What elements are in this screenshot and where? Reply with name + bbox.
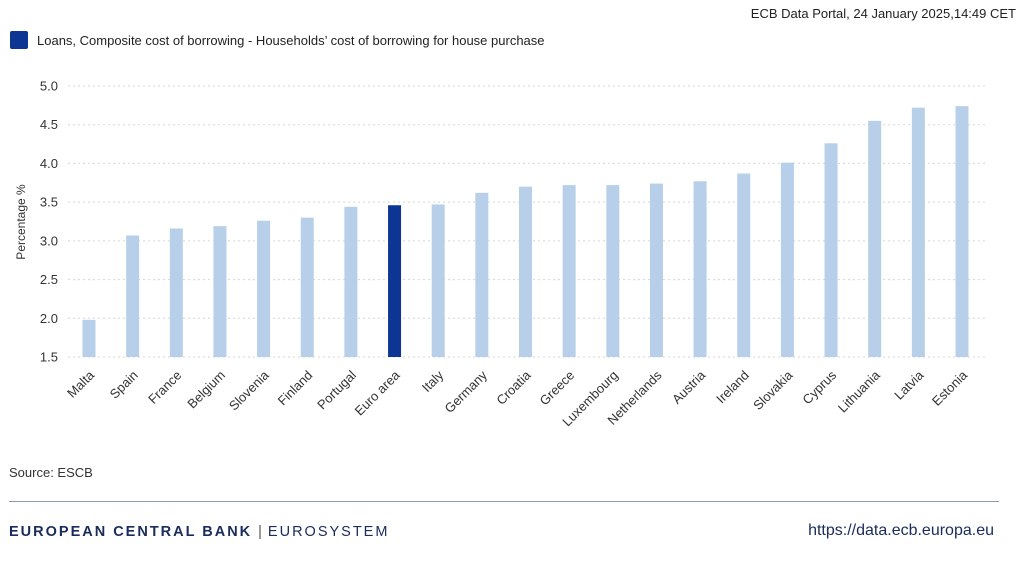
chart-legend[interactable]: Loans, Composite cost of borrowing - Hou… <box>10 31 545 49</box>
x-tick-label: Euro area <box>352 367 404 419</box>
bar-chart: 1.5 2.0 2.5 3.0 3.5 4.0 4.5 5.0 Malta Spain Franc… <box>14 79 985 429</box>
bar-ireland[interactable] <box>737 173 751 357</box>
x-tick-label: Croatia <box>493 367 534 408</box>
x-tick-label: Italy <box>419 367 447 395</box>
bars <box>82 106 969 358</box>
bar-austria[interactable] <box>693 181 707 357</box>
bar-slovenia[interactable] <box>257 220 271 357</box>
x-tick-label: Malta <box>64 367 98 401</box>
bar-slovakia[interactable] <box>780 162 794 357</box>
x-tick-label: Cyprus <box>799 367 839 407</box>
bar-euro-area[interactable] <box>388 205 402 357</box>
y-tick-label: 3.0 <box>40 233 58 248</box>
bar-belgium[interactable] <box>213 226 227 357</box>
y-tick-label: 3.5 <box>40 195 58 210</box>
org-separator: | <box>258 524 262 540</box>
org-system: EUROSYSTEM <box>267 524 390 540</box>
bar-latvia[interactable] <box>911 107 925 358</box>
legend-label: Loans, Composite cost of borrowing - Hou… <box>37 32 545 48</box>
x-tick-label: Ireland <box>713 368 752 407</box>
bar-portugal[interactable] <box>344 206 358 357</box>
y-tick-label: 4.0 <box>40 156 58 171</box>
x-tick-label: Austria <box>669 367 709 407</box>
bar-france[interactable] <box>169 228 183 357</box>
y-axis-label: Percentage % <box>14 184 28 260</box>
x-tick-label: Finland <box>275 368 316 409</box>
footer-org: EUROPEAN CENTRAL BANK | EUROSYSTEM <box>9 524 389 540</box>
bar-lithuania[interactable] <box>868 120 882 357</box>
x-tick-label: France <box>145 368 184 407</box>
y-axis-ticks: 1.5 2.0 2.5 3.0 3.5 4.0 4.5 5.0 <box>40 79 58 365</box>
bar-cyprus[interactable] <box>824 143 838 357</box>
footer-divider <box>9 501 999 502</box>
bar-malta[interactable] <box>82 319 96 357</box>
y-tick-label: 5.0 <box>40 79 58 94</box>
y-tick-label: 2.5 <box>40 272 58 287</box>
timestamp: ECB Data Portal, 24 January 2025,14:49 C… <box>750 6 1016 21</box>
bar-greece[interactable] <box>562 185 576 357</box>
x-tick-label: Belgium <box>184 368 228 412</box>
source-note: Source: ESCB <box>9 465 93 480</box>
x-tick-label: Portugal <box>314 367 359 412</box>
bar-italy[interactable] <box>431 204 445 357</box>
x-tick-label: Latvia <box>891 367 927 403</box>
x-tick-label: Lithuania <box>835 367 883 415</box>
bar-luxembourg[interactable] <box>606 185 620 357</box>
y-tick-label: 1.5 <box>40 350 58 365</box>
y-tick-label: 2.0 <box>40 311 58 326</box>
y-tick-label: 4.5 <box>40 117 58 132</box>
x-tick-label: Greece <box>537 368 578 409</box>
x-tick-label: Germany <box>442 367 491 416</box>
footer-url-link[interactable]: https://data.ecb.europa.eu <box>808 522 994 539</box>
bar-netherlands[interactable] <box>649 183 663 357</box>
bar-estonia[interactable] <box>955 106 969 357</box>
org-name: EUROPEAN CENTRAL BANK <box>9 524 253 540</box>
x-tick-label: Slovakia <box>750 367 796 413</box>
x-tick-label: Estonia <box>929 367 971 409</box>
x-tick-label: Spain <box>107 368 141 402</box>
x-tick-label: Slovenia <box>226 367 272 413</box>
bar-croatia[interactable] <box>519 186 532 357</box>
legend-swatch <box>10 31 28 49</box>
bar-germany[interactable] <box>475 192 489 357</box>
bar-finland[interactable] <box>300 217 314 357</box>
bar-spain[interactable] <box>126 235 140 357</box>
